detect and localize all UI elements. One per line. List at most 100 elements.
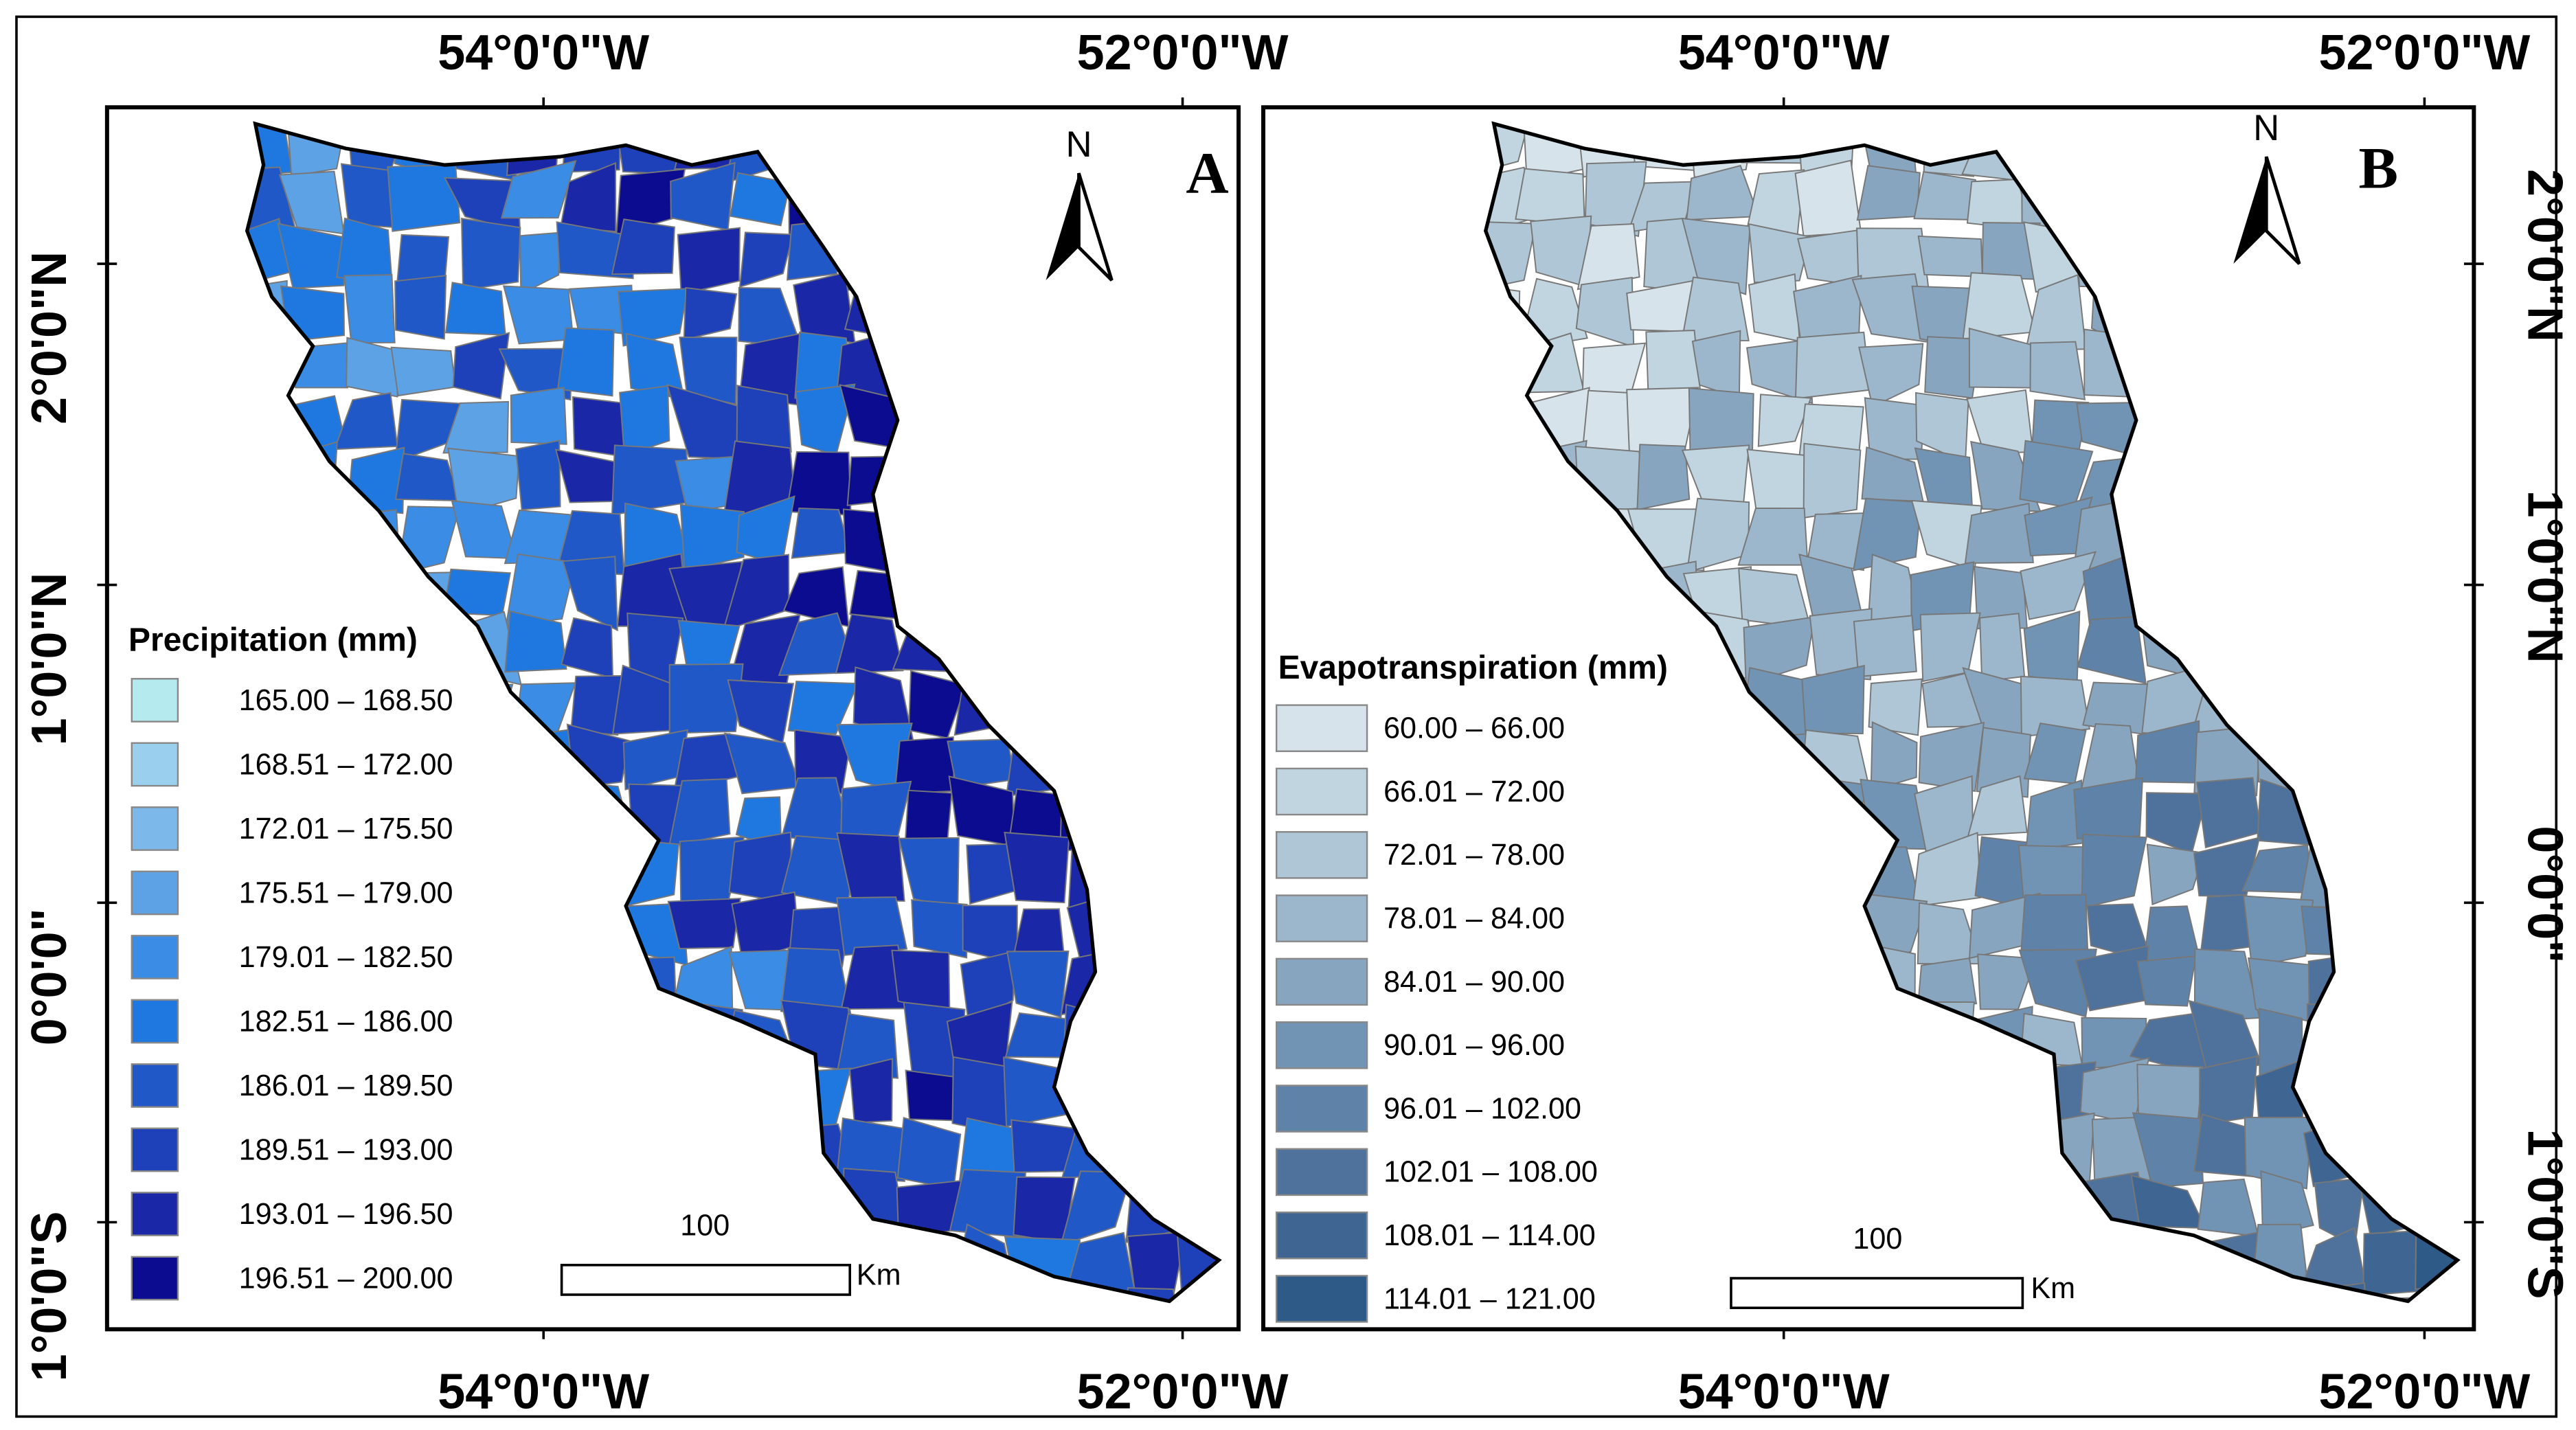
sub-basin bbox=[836, 896, 908, 956]
sub-basin bbox=[1967, 775, 2028, 837]
sub-basin bbox=[2020, 551, 2097, 620]
legend-label: 175.51 – 179.00 bbox=[239, 876, 453, 909]
legend-title: Evapotranspiration (mm) bbox=[1278, 650, 1668, 686]
sub-basin bbox=[785, 451, 852, 516]
sub-basin bbox=[1803, 442, 1862, 519]
sub-basin bbox=[2242, 895, 2314, 968]
sub-basin bbox=[2020, 894, 2089, 958]
sub-basin bbox=[1748, 223, 1811, 284]
latitude-label: 1°0'0"S bbox=[22, 1211, 77, 1381]
sub-basin bbox=[2020, 675, 2090, 738]
legend-label: 189.51 – 193.00 bbox=[239, 1133, 453, 1166]
north-label: N bbox=[2253, 108, 2279, 148]
sub-basin bbox=[1757, 394, 1812, 447]
sub-basin bbox=[1858, 343, 1924, 408]
sub-basin bbox=[1748, 273, 1800, 342]
sub-basin bbox=[390, 346, 457, 397]
sub-basin bbox=[1868, 678, 1923, 736]
sub-basin bbox=[2029, 341, 2086, 400]
legend-swatch bbox=[131, 678, 179, 723]
sub-basin bbox=[498, 348, 573, 401]
sub-basin bbox=[849, 1058, 893, 1124]
legend-label: 72.01 – 78.00 bbox=[1383, 839, 1565, 872]
sub-basin bbox=[836, 1117, 905, 1182]
sub-basin bbox=[387, 163, 461, 232]
sub-basin bbox=[1918, 721, 1985, 793]
sub-basin bbox=[500, 159, 577, 219]
sub-basin bbox=[1584, 161, 1647, 238]
sub-basin bbox=[1853, 615, 1917, 678]
sub-basin bbox=[1979, 613, 2026, 683]
legend-swatch bbox=[131, 999, 179, 1044]
scale-distance: 100 bbox=[1853, 1223, 1902, 1256]
sub-basin bbox=[343, 274, 396, 344]
sub-basin bbox=[1964, 502, 2034, 564]
sub-basin bbox=[461, 217, 521, 291]
sub-basin bbox=[1006, 950, 1070, 1019]
sub-basin bbox=[1125, 1287, 1187, 1302]
sub-basin bbox=[560, 162, 617, 233]
legend-label: 102.01 – 108.00 bbox=[1383, 1156, 1598, 1189]
legend-label: 96.01 – 102.00 bbox=[1383, 1092, 1581, 1125]
sub-basin bbox=[1807, 512, 1866, 571]
sub-basin bbox=[277, 223, 348, 289]
legend-swatch bbox=[131, 1256, 179, 1301]
latitude-label: 2°0'0"N bbox=[2517, 169, 2572, 342]
legend-label: 114.01 – 121.00 bbox=[1383, 1282, 1596, 1315]
sub-basin bbox=[447, 447, 520, 516]
sub-basin bbox=[611, 218, 675, 275]
sub-basin bbox=[668, 663, 744, 734]
legend-swatch bbox=[1276, 894, 1368, 942]
sub-basin bbox=[2136, 955, 2197, 1007]
sub-basin bbox=[1577, 223, 1640, 291]
legend-label: 84.01 – 90.00 bbox=[1383, 966, 1565, 999]
legend-swatch bbox=[131, 870, 179, 916]
legend-swatch bbox=[1276, 704, 1368, 752]
north-arrow bbox=[2233, 157, 2267, 264]
sub-basin bbox=[2360, 1296, 2424, 1302]
sub-basin bbox=[2146, 843, 2205, 906]
sub-basin bbox=[442, 400, 509, 454]
sub-basin bbox=[1636, 444, 1691, 511]
sub-basin bbox=[683, 286, 738, 341]
sub-basin bbox=[1004, 832, 1070, 904]
legend-swatch bbox=[1276, 1021, 1368, 1069]
sub-basin bbox=[515, 440, 561, 511]
legend-label: 193.01 – 196.50 bbox=[239, 1198, 453, 1231]
legend-swatch bbox=[1276, 767, 1368, 816]
sub-basin bbox=[505, 553, 577, 627]
panel-label: A bbox=[1186, 140, 1228, 206]
sub-basin bbox=[556, 327, 615, 397]
legend-swatch bbox=[1276, 1211, 1368, 1260]
legend-label: 78.01 – 84.00 bbox=[1383, 903, 1565, 935]
longitude-label: 52°0'0"W bbox=[1077, 25, 1289, 80]
legend-swatch bbox=[1276, 831, 1368, 879]
sub-basin bbox=[1853, 497, 1922, 571]
sub-basin bbox=[2081, 833, 2147, 909]
sub-basin bbox=[2260, 1170, 2314, 1238]
legend-label: 179.01 – 182.50 bbox=[239, 941, 453, 974]
sub-basin bbox=[730, 172, 791, 227]
sub-basin bbox=[2198, 1055, 2258, 1126]
latitude-label: 2°0'0"N bbox=[22, 251, 77, 424]
sub-basin bbox=[1794, 159, 1862, 237]
longitude-label: 52°0'0"W bbox=[1077, 1364, 1289, 1419]
legend-label: 60.00 – 66.00 bbox=[1383, 712, 1565, 745]
latitude-label: 0°0'0" bbox=[22, 908, 77, 1045]
legend-label: 186.01 – 189.50 bbox=[239, 1069, 453, 1102]
sub-basin bbox=[1870, 720, 1918, 792]
sub-basin bbox=[510, 387, 567, 445]
sub-basin bbox=[2073, 777, 2144, 839]
legend-label: 90.01 – 96.00 bbox=[1383, 1029, 1565, 1062]
sub-basin bbox=[667, 898, 741, 950]
sub-basin bbox=[787, 681, 859, 735]
longitude-label: 52°0'0"W bbox=[2318, 25, 2530, 80]
longitude-label: 54°0'0"W bbox=[1678, 25, 1890, 80]
legend-swatch bbox=[131, 1063, 179, 1108]
sub-basin bbox=[1917, 957, 1978, 1010]
legend-swatch bbox=[131, 742, 179, 787]
legend-label: 66.01 – 72.00 bbox=[1383, 775, 1565, 808]
sub-basin bbox=[570, 674, 629, 736]
latitude-label: 0°0'0" bbox=[2517, 826, 2572, 963]
